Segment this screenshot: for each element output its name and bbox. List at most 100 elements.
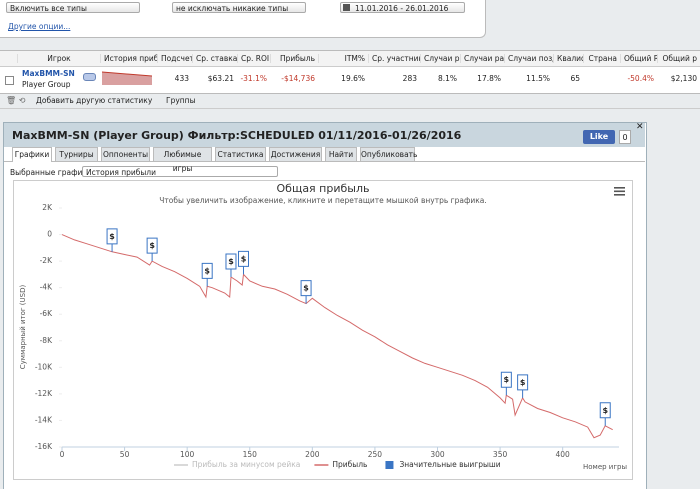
chart-subtitle: Чтобы увеличить изображение, кликните и … <box>159 196 487 205</box>
column-header[interactable]: История прибы <box>100 54 157 63</box>
flag-label: $ <box>241 254 247 263</box>
y-tick-label: 0 <box>47 230 52 239</box>
flag <box>146 237 158 262</box>
date-field[interactable]: 11.01.2016 - 26.01.2016 <box>340 2 465 13</box>
table-cell: -$14,736 <box>281 74 315 83</box>
x-tick-label: 100 <box>180 450 195 459</box>
tab[interactable]: Графики <box>12 147 52 162</box>
sparkline <box>101 71 153 85</box>
tab[interactable]: Достижения <box>269 147 322 161</box>
header-row <box>0 51 700 67</box>
big-win-flag: $ <box>146 237 158 262</box>
column-header[interactable]: Квалиф <box>553 54 583 63</box>
tab[interactable]: Турниры <box>55 147 98 161</box>
column-header[interactable]: Прибыль <box>270 54 318 63</box>
legend-label: Прибыль за минусом рейка <box>192 460 300 469</box>
x-tick-label: 0 <box>60 450 65 459</box>
big-win-flag: $ <box>300 280 312 304</box>
calendar-icon[interactable] <box>343 4 350 11</box>
table-cell: 283 <box>402 74 417 83</box>
table-cell: 433 <box>174 74 189 83</box>
tab[interactable]: Любимые игры <box>153 147 212 173</box>
x-tick-label: 400 <box>556 450 571 459</box>
exclude-select[interactable]: не исключать никакие типы <box>172 2 306 13</box>
row-checkbox[interactable] <box>5 76 14 85</box>
menu-bar[interactable] <box>614 194 625 196</box>
legend-label: Прибыль <box>332 460 367 469</box>
add-statistic[interactable]: Добавить другую статистику <box>36 96 153 105</box>
flag <box>237 250 249 275</box>
column-header[interactable]: Общий R <box>620 54 657 63</box>
x-axis-title: Номер игры <box>583 463 627 471</box>
legend-swatch <box>385 461 394 469</box>
y-tick-label: 2K <box>42 203 53 212</box>
column-header[interactable]: Ср. участник <box>368 54 420 63</box>
include-select[interactable]: Включить все типы <box>6 2 140 13</box>
flag-label: $ <box>204 266 210 275</box>
big-win-flag: $ <box>500 371 512 396</box>
dialog-title: MaxBMM-SN (Player Group) Фильтр:SCHEDULE… <box>12 129 462 142</box>
table-cell: -31.1% <box>240 74 267 83</box>
x-tick-label: 350 <box>493 450 508 459</box>
group-icon[interactable] <box>83 73 96 81</box>
flag-label: $ <box>109 232 115 241</box>
column-header[interactable]: Подсчет <box>157 54 192 63</box>
table-cell: 19.6% <box>341 74 365 83</box>
y-tick-label: -12K <box>35 389 53 398</box>
flag <box>106 228 118 252</box>
like-count: 0 <box>619 130 631 144</box>
x-tick-label: 300 <box>430 450 445 459</box>
menu-icon[interactable] <box>614 187 625 196</box>
groups-menu[interactable]: Группы <box>166 96 196 105</box>
flag <box>225 253 237 278</box>
column-header[interactable]: Ср. ROI <box>237 54 270 63</box>
table-cell: -50.4% <box>627 74 654 83</box>
flag <box>500 371 512 396</box>
menu-bar[interactable] <box>614 190 625 193</box>
more-options-link[interactable]: Другие опции... <box>8 22 71 31</box>
chart-select[interactable]: История прибыли <box>82 166 278 177</box>
big-win-flag: $ <box>599 402 611 426</box>
table-cell: 65 <box>570 74 580 83</box>
x-tick-label: 150 <box>243 450 258 459</box>
y-tick-label: -10K <box>35 362 53 371</box>
y-tick-label: -8K <box>40 336 53 345</box>
x-tick-label: 200 <box>305 450 320 459</box>
chart-title: Общая прибыль <box>277 182 370 195</box>
column-header[interactable]: ITM% <box>318 54 368 63</box>
x-tick-label: 250 <box>368 450 383 459</box>
flag <box>599 402 611 426</box>
column-header[interactable]: Игрок <box>17 54 100 63</box>
column-header[interactable]: Общий р <box>657 54 700 63</box>
y-tick-label: -4K <box>40 283 53 292</box>
column-header[interactable]: Случаи позд <box>504 54 553 63</box>
y-tick-label: -14K <box>35 415 53 424</box>
big-win-flag: $ <box>225 253 237 278</box>
like-button[interactable]: Like <box>583 130 615 144</box>
tab[interactable]: Опубликовать <box>360 147 417 161</box>
column-header[interactable]: Случаи р <box>420 54 460 63</box>
tab[interactable]: Найти <box>325 147 357 161</box>
sparkline-svg <box>101 71 153 85</box>
flag-label: $ <box>149 241 155 250</box>
x-tick-label: 50 <box>120 450 130 459</box>
flag-label: $ <box>504 375 510 384</box>
toolbar-icons[interactable]: 🗑 ⟲ <box>6 96 26 105</box>
big-win-flag: $ <box>201 262 213 287</box>
table-cell: $63.21 <box>207 74 234 83</box>
flag <box>300 280 312 304</box>
close-button[interactable]: ✕ <box>636 122 644 132</box>
tab[interactable]: Статистика <box>215 147 266 161</box>
menu-bar[interactable] <box>614 187 625 189</box>
chart: Общая прибыль Чтобы увеличить изображени… <box>13 180 633 480</box>
column-header[interactable]: Страна <box>583 54 620 63</box>
column-header[interactable]: Случаи ран <box>460 54 504 63</box>
column-header[interactable]: Ср. ставка <box>192 54 237 63</box>
flag <box>517 374 529 398</box>
y-axis-title: Суммарный итог (USD) <box>19 285 27 370</box>
table-cell: 11.5% <box>526 74 550 83</box>
player-name[interactable]: MaxBMM-SN <box>22 69 75 78</box>
flag-label: $ <box>520 378 526 387</box>
tab[interactable]: Оппоненты <box>101 147 150 161</box>
